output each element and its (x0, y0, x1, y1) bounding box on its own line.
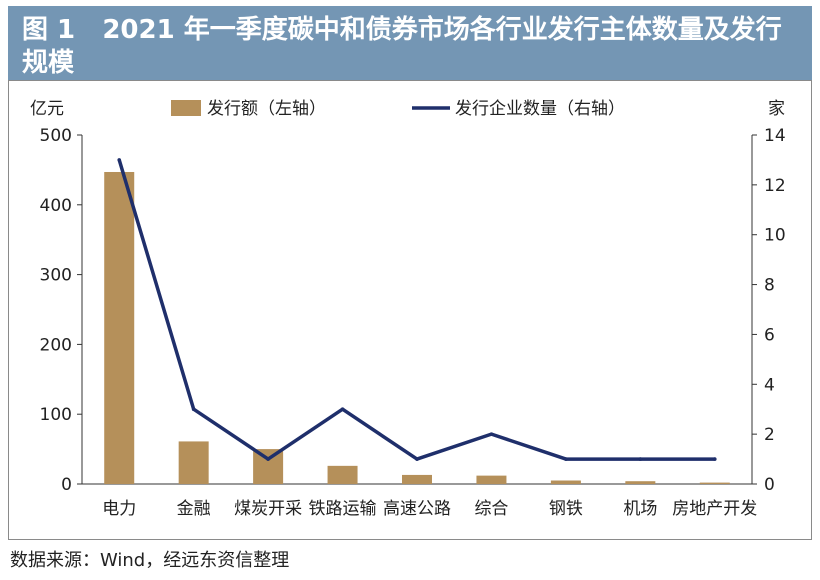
line-point (638, 457, 643, 461)
x-axis-labels: 电力 金融 煤炭开采 铁路运输 高速公路 综合 钢铁 机场 房地产开发 (102, 499, 757, 519)
source-note: 数据来源：Wind，经远东资信整理 (10, 550, 290, 571)
right-tick-label: 6 (764, 325, 775, 345)
figure-title-bar: 图 1 2021 年一季度碳中和债券市场各行业发行主体数量及发行规模 (8, 6, 812, 80)
left-axis: 0 100 200 300 400 500 亿元 (30, 99, 752, 495)
line-point (266, 457, 270, 461)
category-label: 综合 (474, 499, 508, 519)
left-tick-label: 300 (40, 266, 72, 286)
right-tick-label: 8 (764, 276, 775, 296)
bar (625, 481, 656, 484)
legend-bar-swatch (171, 100, 201, 116)
category-label: 电力 (102, 499, 136, 519)
line-point (191, 407, 196, 412)
left-tick-label: 200 (40, 335, 72, 355)
category-label: 钢铁 (549, 499, 583, 519)
legend-bar-label: 发行额（左轴） (207, 99, 326, 119)
line-point (489, 432, 494, 436)
bar (327, 465, 358, 484)
bar (550, 480, 581, 484)
line-path (117, 159, 715, 461)
right-tick-label: 14 (764, 126, 786, 146)
right-tick-label: 0 (764, 475, 775, 495)
category-label: 房地产开发 (672, 499, 757, 519)
category-label: 煤炭开采 (234, 499, 302, 519)
left-tick-label: 400 (40, 196, 72, 216)
line-point (564, 457, 568, 461)
line-point (117, 158, 122, 162)
right-axis: 0 2 4 6 8 10 12 14 家 (751, 99, 786, 495)
legend: 发行额（左轴） 发行企业数量（右轴） (171, 99, 625, 119)
category-label: 机场 (623, 499, 657, 519)
chart-frame (8, 80, 812, 540)
line-point (712, 457, 717, 461)
bar (253, 449, 284, 484)
figure-number: 图 1 (22, 15, 76, 45)
bar-series (104, 171, 730, 484)
right-tick-label: 2 (764, 425, 775, 445)
line-series (117, 158, 717, 461)
legend-line-label: 发行企业数量（右轴） (455, 99, 625, 119)
bar (699, 482, 730, 484)
category-label: 铁路运输 (309, 499, 377, 519)
bar (402, 474, 432, 484)
bar (178, 441, 209, 484)
category-label: 金融 (177, 499, 211, 519)
left-axis-unit: 亿元 (30, 99, 64, 119)
right-axis-unit: 家 (768, 99, 785, 119)
right-tick-label: 4 (764, 375, 775, 395)
right-tick-label: 12 (764, 176, 786, 196)
left-tick-label: 100 (40, 405, 72, 425)
left-tick-label: 500 (40, 126, 72, 146)
left-tick-label: 0 (61, 475, 72, 495)
bar (104, 171, 135, 484)
right-tick-label: 10 (764, 226, 786, 246)
line-point (340, 407, 345, 412)
bar (476, 475, 507, 484)
line-point (415, 457, 419, 461)
figure-title: 2021 年一季度碳中和债券市场各行业发行主体数量及发行规模 (22, 15, 782, 78)
category-label: 高速公路 (383, 499, 451, 519)
